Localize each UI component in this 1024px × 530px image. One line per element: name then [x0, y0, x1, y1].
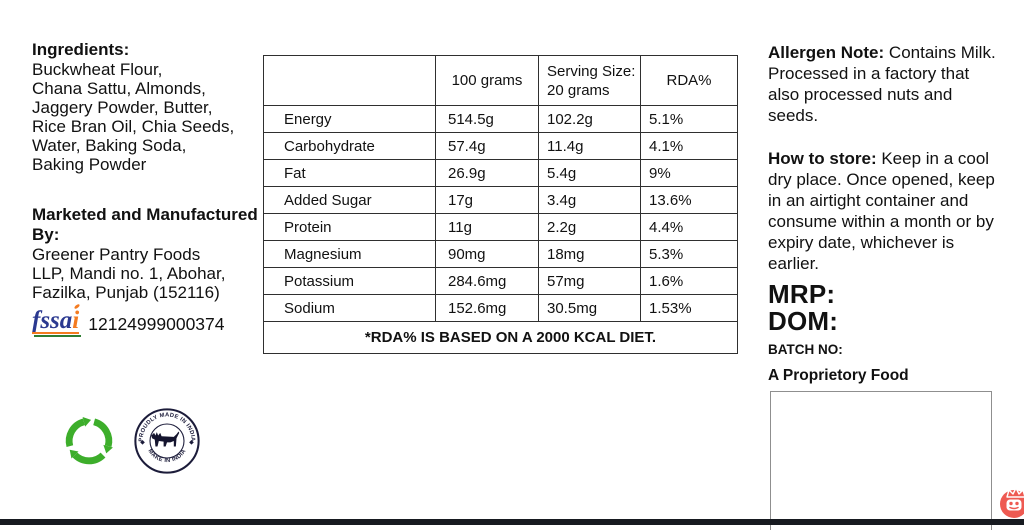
- left-column: Ingredients: Buckwheat Flour, Chana Sattu…: [32, 40, 264, 475]
- nutrient-value: 152.6mg: [435, 294, 539, 322]
- badges-row: PROUDLY MADE IN INDIA MAKE IN INDIA: [58, 407, 264, 475]
- text-line: Jaggery Powder, Butter,: [32, 98, 213, 117]
- nutrient-value: 1.53%: [640, 294, 738, 322]
- storage-title: How to store:: [768, 149, 877, 168]
- manufacturer-address: Greener Pantry Foods LLP, Mandi no. 1, Ab…: [32, 245, 264, 302]
- fssai-logo: fssai: [32, 303, 82, 337]
- nutrition-table-body: Energy 514.5g 102.2g 5.1% Carbohydrate 57.4g 1…: [263, 105, 738, 322]
- nutrient-value: 2.2g: [538, 213, 641, 241]
- nutrient-name: Energy: [263, 105, 436, 133]
- batch-details-box: [770, 391, 992, 530]
- header-rda: RDA%: [640, 55, 738, 106]
- nutrient-value: 26.9g: [435, 159, 539, 187]
- manufacturer-title: Marketed and Manufactured By:: [32, 205, 258, 244]
- nutrient-value: 284.6mg: [435, 267, 539, 295]
- table-row: Protein 11g 2.2g 4.4%: [263, 213, 738, 241]
- nutrient-name: Fat: [263, 159, 436, 187]
- text-line: Fazilka, Punjab (152116): [32, 283, 220, 302]
- nutrient-value: 514.5g: [435, 105, 539, 133]
- text-line: LLP, Mandi no. 1, Abohar,: [32, 264, 226, 283]
- nutrient-value: 57.4g: [435, 132, 539, 160]
- text-line: Greener Pantry Foods: [32, 245, 201, 264]
- nutrient-name: Potassium: [263, 267, 436, 295]
- nutrition-facts-table: 100 grams Serving Size: 20 grams RDA% En…: [263, 55, 738, 354]
- nutrient-name: Carbohydrate: [263, 132, 436, 160]
- fssai-word-blue: fssa: [32, 307, 73, 334]
- header-serving-size: Serving Size: 20 grams: [538, 55, 641, 106]
- nutrient-value: 11g: [435, 213, 539, 241]
- recycle-icon: [58, 410, 113, 472]
- nutrient-value: 9%: [640, 159, 738, 187]
- nutrient-value: 4.4%: [640, 213, 738, 241]
- label-bottom-edge: [0, 519, 1024, 525]
- nutrient-name: Sodium: [263, 294, 436, 322]
- fssai-license-number: 12124999000374: [88, 314, 225, 334]
- nutrient-value: 5.4g: [538, 159, 641, 187]
- table-row: Carbohydrate 57.4g 11.4g 4.1%: [263, 132, 738, 160]
- made-in-india-stamp: PROUDLY MADE IN INDIA MAKE IN INDIA: [134, 408, 200, 474]
- nutrient-value: 57mg: [538, 267, 641, 295]
- nutrient-value: 30.5mg: [538, 294, 641, 322]
- nutrient-value: 90mg: [435, 240, 539, 268]
- table-row: Fat 26.9g 5.4g 9%: [263, 159, 738, 187]
- fssai-row: fssai 12124999000374: [32, 303, 264, 337]
- text-line: Buckwheat Flour,: [32, 60, 163, 79]
- nutrient-value: 13.6%: [640, 186, 738, 214]
- right-column: Allergen Note: Contains Milk. Processed …: [768, 42, 1004, 530]
- table-row: Magnesium 90mg 18mg 5.3%: [263, 240, 738, 268]
- nutrient-value: 11.4g: [538, 132, 641, 160]
- nutrient-value: 1.6%: [640, 267, 738, 295]
- table-footer-row: *RDA% IS BASED ON A 2000 KCAL DIET.: [263, 321, 738, 354]
- table-row: Potassium 284.6mg 57mg 1.6%: [263, 267, 738, 295]
- rda-footnote: *RDA% IS BASED ON A 2000 KCAL DIET.: [263, 321, 738, 354]
- text-line: Chana Sattu, Almonds,: [32, 79, 206, 98]
- table-row: Added Sugar 17g 3.4g 13.6%: [263, 186, 738, 214]
- nutrient-value: 18mg: [538, 240, 641, 268]
- fssai-underline-green: [34, 335, 82, 337]
- proprietary-food-label: A Proprietory Food: [768, 367, 909, 384]
- allergen-note-title: Allergen Note:: [768, 43, 885, 62]
- nutrient-value: 5.1%: [640, 105, 738, 133]
- nutrient-value: 5.3%: [640, 240, 738, 268]
- nutrient-value: 4.1%: [640, 132, 738, 160]
- table-row: Sodium 152.6mg 30.5mg 1.53%: [263, 294, 738, 322]
- table-header-row: 100 grams Serving Size: 20 grams RDA%: [263, 55, 738, 106]
- table-row: Energy 514.5g 102.2g 5.1%: [263, 105, 738, 133]
- storage-instructions: How to store: Keep in a cool dry place. …: [768, 148, 1004, 274]
- allergen-note: Allergen Note: Contains Milk. Processed …: [768, 42, 1004, 126]
- fssai-underline-orange: [32, 332, 80, 334]
- storage-text: Keep in a cool dry place. Once opened, k…: [768, 149, 995, 273]
- header-blank: [263, 55, 436, 106]
- text-line: Water, Baking Soda,: [32, 136, 187, 155]
- header-per-100g: 100 grams: [435, 55, 539, 106]
- lion-icon: [151, 431, 180, 447]
- nutrient-name: Magnesium: [263, 240, 436, 268]
- fssai-word-orange: i: [72, 303, 81, 334]
- allergen-note-text: Contains Milk. Processed in a factory th…: [768, 43, 996, 125]
- dom-label: DOM:: [768, 306, 839, 336]
- mrp-label: MRP:: [768, 279, 836, 309]
- ingredients-list: Buckwheat Flour, Chana Sattu, Almonds, Jag…: [32, 60, 264, 174]
- bot-watermark-icon: [1000, 487, 1024, 518]
- batch-no-label: BATCH NO:: [768, 342, 843, 357]
- nutrient-value: 3.4g: [538, 186, 641, 214]
- nutrient-name: Protein: [263, 213, 436, 241]
- ingredients-title: Ingredients:: [32, 40, 130, 59]
- nutrient-name: Added Sugar: [263, 186, 436, 214]
- nutrient-value: 102.2g: [538, 105, 641, 133]
- nutrient-value: 17g: [435, 186, 539, 214]
- text-line: Rice Bran Oil, Chia Seeds,: [32, 117, 235, 136]
- text-line: Baking Powder: [32, 155, 147, 174]
